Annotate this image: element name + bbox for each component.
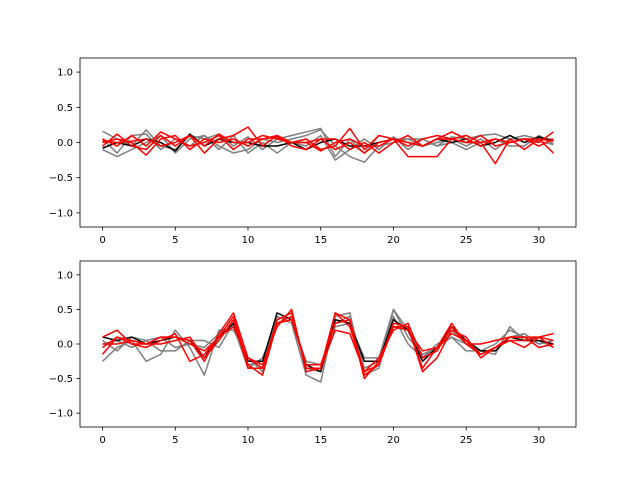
x-tick-label: 0 (99, 235, 105, 246)
series-line-8 (102, 133, 554, 154)
x-tick-label: 25 (460, 435, 473, 446)
series-line-2 (102, 129, 554, 163)
x-tick-label: 20 (387, 235, 400, 246)
top-subplot: 0 5 10 15 20 25 30 −1.0 −0.5 0.0 0.5 1.0 (49, 57, 577, 246)
x-tick-label: 5 (172, 435, 178, 446)
y-tick-label: 0.5 (57, 305, 73, 316)
x-tick-label: 30 (533, 435, 546, 446)
x-tick-label: 30 (533, 235, 546, 246)
x-tick-label: 15 (314, 435, 327, 446)
series-lines (102, 126, 554, 165)
y-tick-label: 0.5 (57, 103, 73, 114)
y-tick-label: 1.0 (57, 68, 73, 79)
series-line-7 (102, 134, 554, 165)
y-tick-label: −0.5 (49, 173, 73, 184)
y-tick-label: 1.0 (57, 270, 73, 281)
x-tick-label: 10 (242, 435, 255, 446)
y-tick-label: 0.0 (57, 340, 73, 351)
series-line-8 (102, 319, 554, 376)
y-tick-label: 0.0 (57, 138, 73, 149)
y-tick-label: −1.0 (49, 208, 73, 219)
x-tick-label: 15 (314, 235, 327, 246)
x-tick-label: 0 (99, 435, 105, 446)
x-tick-label: 25 (460, 235, 473, 246)
series-line-5 (102, 131, 554, 154)
series-line-6 (102, 126, 554, 154)
bottom-subplot: 0 5 10 15 20 25 30 −1.0 −0.5 0.0 0.5 1.0 (49, 260, 577, 446)
y-tick-label: −1.0 (49, 409, 73, 420)
x-tick-label: 5 (172, 235, 178, 246)
y-tick-label: −0.5 (49, 374, 73, 385)
x-tick-label: 20 (387, 435, 400, 446)
series-lines (101, 308, 554, 383)
x-tick-label: 10 (242, 235, 255, 246)
